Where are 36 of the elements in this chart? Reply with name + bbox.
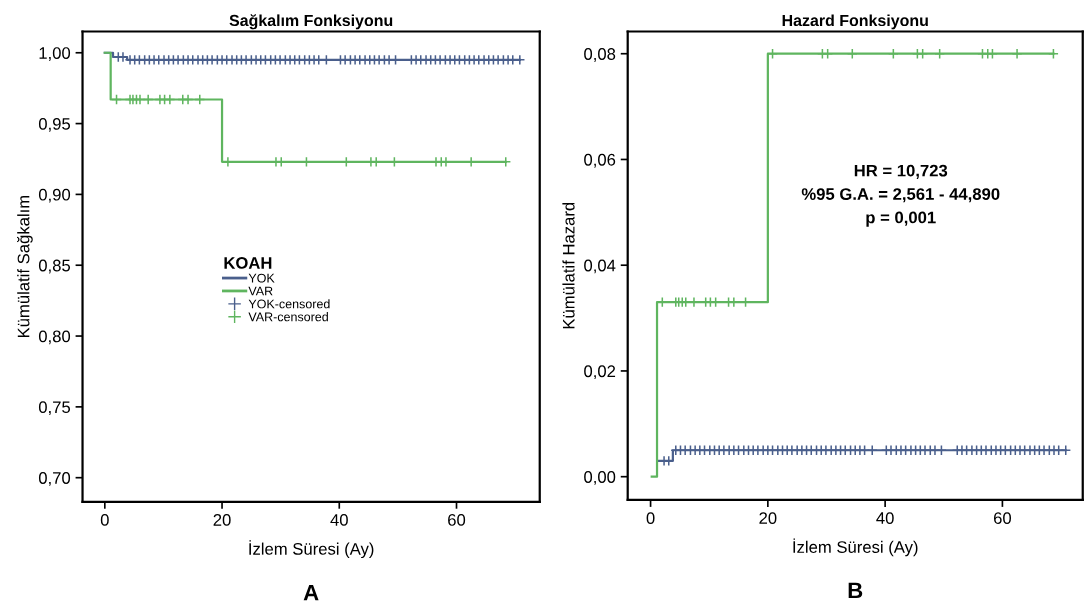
y-tick-label: 0,70 [38, 472, 71, 486]
y-tick-label: 0,80 [38, 330, 71, 345]
y-tick-label: 0,06 [584, 153, 616, 168]
chart-title: Sağkalım Fonksiyonu [229, 14, 393, 30]
x-tick-label: 0 [646, 512, 655, 524]
y-tick-label: 0,02 [584, 365, 616, 380]
y-axis-title: Kümülatif Hazard [562, 202, 575, 329]
x-tick-label: 40 [876, 512, 894, 524]
annotation: %95 G.A. = 2,561 - 44,890 [801, 188, 1000, 203]
y-tick-label: 0,08 [584, 48, 616, 62]
y-tick-label: 0,04 [584, 259, 616, 274]
x-axis-title: İzlem Süresi (Ay) [793, 538, 918, 557]
y-tick-label: 0,95 [38, 117, 71, 132]
x-tick-label: 60 [993, 512, 1012, 524]
legend-label: YOK [248, 273, 275, 283]
y-tick-label: 1,00 [39, 47, 71, 61]
legend-title: KOAH [224, 257, 272, 269]
x-tick-label: 40 [330, 514, 348, 526]
y-tick-label: 0,00 [584, 471, 616, 485]
x-axis-title: İzlem Süresi (Ay) [249, 540, 374, 559]
y-tick-label: 0,75 [38, 401, 71, 416]
annotation: p = 0,001 [866, 211, 936, 227]
text: B [848, 582, 863, 599]
legend-label: VAR [248, 286, 273, 296]
annotation: HR = 10,723 [854, 164, 948, 179]
x-tick-label: 20 [759, 512, 777, 524]
y-tick-label: 0,85 [38, 259, 71, 274]
text: A [303, 584, 319, 601]
x-tick-label: 20 [213, 514, 231, 526]
chart-title: Hazard Fonksiyonu [782, 14, 928, 30]
legend-label: YOK-censored [248, 299, 330, 309]
x-tick-label: 0 [100, 514, 109, 526]
x-tick-label: 60 [448, 514, 466, 526]
legend-label: VAR-censored [248, 312, 328, 322]
y-axis-title: Kümülatif Sağkalım [16, 195, 33, 338]
y-tick-label: 0,90 [38, 188, 71, 203]
